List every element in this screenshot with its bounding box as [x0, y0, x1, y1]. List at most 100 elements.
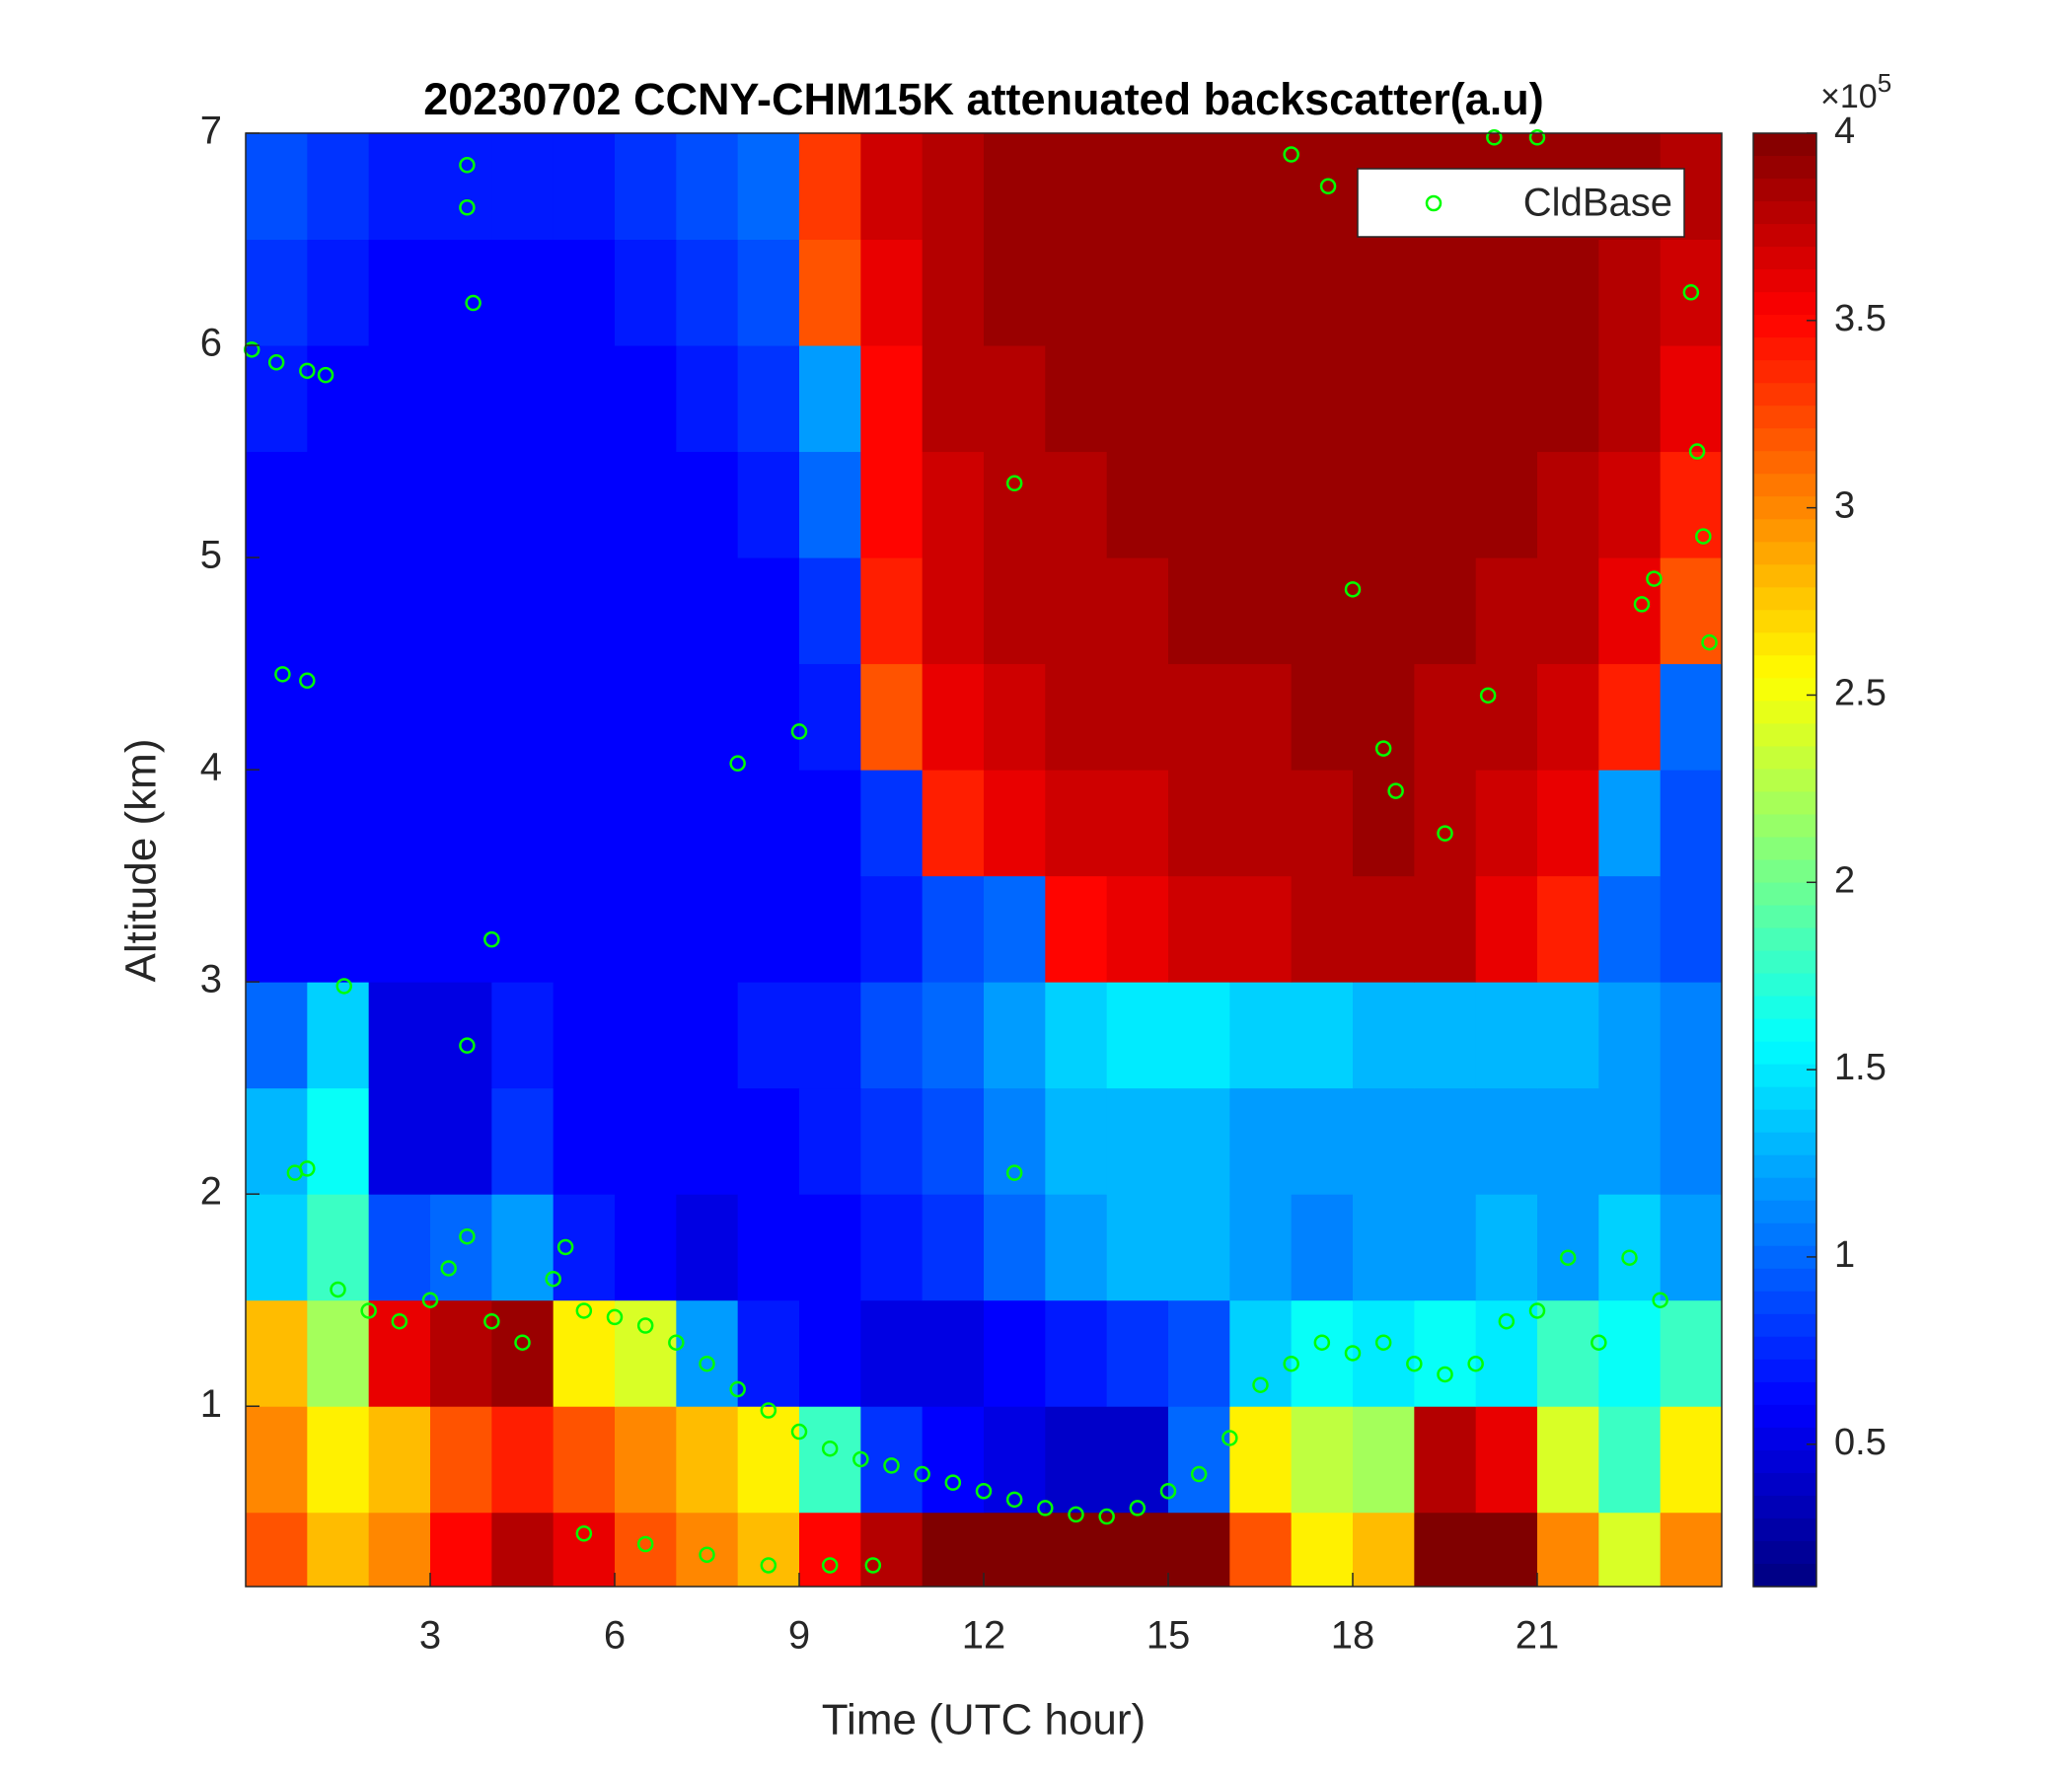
colorbar-segment	[1753, 564, 1816, 588]
cloud-base-point	[459, 199, 476, 216]
heatmap-cell	[1660, 663, 1723, 771]
heatmap-cell	[799, 1512, 861, 1588]
colorbar-segment	[1753, 769, 1816, 793]
heatmap-cell	[368, 1512, 431, 1588]
cloud-base-point	[975, 1482, 993, 1500]
heatmap-cell	[553, 1194, 616, 1301]
heatmap-cell	[307, 663, 370, 771]
heatmap-cell	[1229, 557, 1293, 665]
heatmap-cell	[922, 451, 985, 558]
cloud-base-point	[790, 1423, 808, 1441]
heatmap-cell	[1414, 770, 1477, 877]
heatmap-cell	[1045, 557, 1108, 665]
heatmap-cell	[737, 451, 800, 558]
heatmap-cell	[799, 345, 861, 453]
cloud-base-point	[1646, 570, 1663, 587]
cloud-base-point	[440, 1260, 457, 1277]
cloud-base-point	[1633, 596, 1651, 613]
heatmap-cell	[737, 1406, 800, 1514]
heatmap-cell	[307, 557, 370, 665]
heatmap-cell	[491, 557, 555, 665]
axes-decor: 3 6 9 12 15 18 2112345670.511.522.533.54CldBas…	[200, 110, 1887, 1658]
colorbar-segment	[1753, 201, 1816, 225]
heatmap-cell	[553, 982, 616, 1089]
heatmap-cell	[553, 663, 616, 771]
cloud-base-point	[1374, 740, 1392, 757]
cloud-base-point	[421, 1292, 439, 1308]
cloud-base-point	[1190, 1465, 1208, 1483]
colorbar-segment	[1753, 1154, 1816, 1179]
colorbar-segment	[1753, 1132, 1816, 1156]
colorbar-segment	[1753, 156, 1816, 180]
colorbar-segment	[1753, 905, 1816, 929]
cloud-base-point	[330, 1281, 346, 1298]
colorbar-segment	[1753, 587, 1816, 611]
cloud-base-point	[299, 672, 316, 690]
heatmap-cell	[615, 1406, 677, 1514]
heatmap-cell	[246, 982, 308, 1089]
heatmap-cell	[307, 1087, 370, 1195]
heatmap-cell	[1598, 770, 1662, 877]
heatmap-cell	[615, 557, 677, 665]
heatmap-cell	[799, 133, 861, 241]
heatmap-cell	[1353, 1194, 1415, 1301]
colorbar-segment	[1753, 1018, 1816, 1043]
cloud-base-point	[668, 1334, 685, 1351]
heatmap-cell	[1229, 1194, 1293, 1301]
cloud-base-point	[883, 1457, 900, 1474]
heatmap-cell	[676, 663, 739, 771]
heatmap-cell	[1660, 875, 1723, 983]
colorbar-segment	[1753, 1449, 1816, 1474]
heatmap-cell	[1598, 1087, 1662, 1195]
colorbar-segment	[1753, 882, 1816, 907]
heatmap-cell	[553, 345, 616, 453]
cloud-base-point	[1479, 687, 1497, 704]
heatmap-cell	[984, 239, 1046, 346]
colorbar-tick-label: 1.5	[1834, 1047, 1887, 1088]
heatmap-cell	[1414, 663, 1477, 771]
heatmap-cell	[553, 239, 616, 346]
heatmap-cell	[984, 875, 1046, 983]
heatmap-cell	[1168, 982, 1230, 1089]
heatmap-cell	[430, 1512, 492, 1588]
heatmap-cell	[1168, 557, 1230, 665]
heatmap-cell	[491, 133, 555, 241]
colorbar-segment	[1753, 1086, 1816, 1111]
heatmap-cell	[737, 1512, 800, 1588]
cloud-base-point	[465, 294, 481, 312]
y-tick-label: 4	[200, 746, 222, 789]
heatmap-cell	[1168, 663, 1230, 771]
heatmap-cell	[1168, 770, 1230, 877]
cloud-base-point	[299, 1160, 316, 1177]
heatmap-cell	[984, 1194, 1046, 1301]
heatmap-cell	[922, 1406, 985, 1514]
colorbar-segment	[1753, 746, 1816, 771]
cloud-base-point	[1695, 528, 1712, 545]
colorbar-segment	[1753, 610, 1816, 633]
heatmap-cell	[799, 982, 861, 1089]
heatmap-cell	[1475, 557, 1538, 665]
heatmap-cell	[430, 1406, 492, 1514]
heatmap-cell	[860, 1512, 924, 1588]
heatmap-cell	[491, 345, 555, 453]
heatmap-cell	[1414, 345, 1477, 453]
heatmap-cell	[860, 133, 924, 241]
colorbar-segment	[1753, 1313, 1816, 1338]
cloud-base-point	[459, 1037, 476, 1054]
heatmap-cell	[307, 451, 370, 558]
colorbar-tick-label: 2.5	[1834, 672, 1887, 713]
heatmap-cell	[860, 663, 924, 771]
heatmap-cell	[1414, 1299, 1477, 1407]
heatmap-cell	[1229, 345, 1293, 453]
colorbar-tick-label: 3	[1834, 485, 1855, 527]
colorbar-segment	[1753, 1381, 1816, 1406]
colorbar-segment	[1753, 519, 1816, 543]
colorbar-segment	[1753, 837, 1816, 861]
heatmap-cell	[307, 1194, 370, 1301]
heatmap-cell	[1598, 875, 1662, 983]
heatmap-cell	[1168, 239, 1230, 346]
heatmap-cell	[1229, 1512, 1293, 1588]
heatmap-cell	[676, 982, 739, 1089]
cloud-base-point	[699, 1355, 715, 1372]
